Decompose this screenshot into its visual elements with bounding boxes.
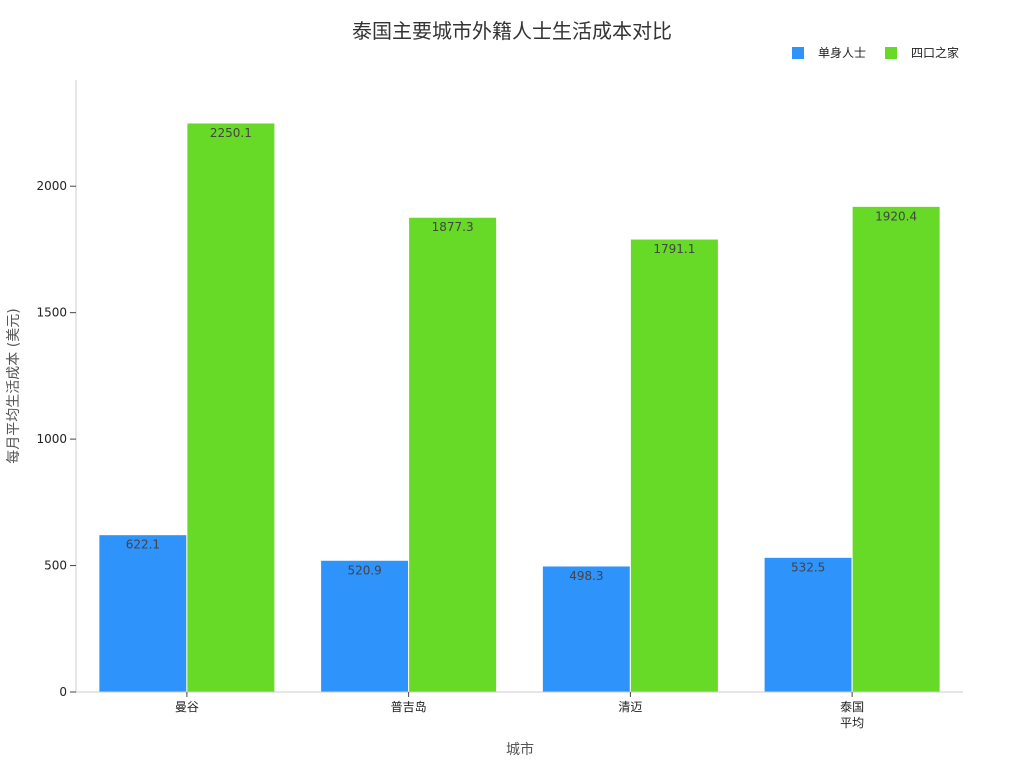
bar-value-label: 622.1: [126, 538, 160, 552]
legend-label-single: 单身人士: [818, 45, 866, 60]
y-tick-label: 500: [44, 559, 67, 573]
y-tick-label: 1500: [36, 306, 67, 320]
x-tick-label: 普吉岛: [391, 699, 427, 714]
bar-value-label: 2250.1: [210, 126, 252, 140]
y-axis: 0 500 1000 1500 2000: [36, 179, 76, 699]
bar-value-label: 498.3: [569, 569, 603, 583]
bar-family: [629, 238, 719, 693]
bar-value-label: 1877.3: [432, 220, 474, 234]
x-tick-label: 曼谷: [175, 700, 199, 714]
plot-area: 622.1 2250.1 520.9 1877.3 498.3 1791.1 532.5 19…: [98, 122, 941, 693]
bar-value-label: 1791.1: [653, 242, 695, 256]
legend: 单身人士 四口之家: [792, 45, 959, 60]
y-axis-title: 每月平均生活成本 (美元): [6, 308, 22, 463]
bar-single: [98, 534, 188, 693]
x-axis: 曼谷 普吉岛 清迈 泰国平均: [175, 692, 864, 730]
bar-value-label: 532.5: [791, 560, 825, 574]
y-tick-label: 0: [59, 685, 67, 699]
bar-family: [408, 216, 498, 693]
x-tick-label: 清迈: [618, 700, 642, 714]
bar-family: [851, 205, 941, 693]
y-tick-label: 2000: [36, 179, 67, 193]
x-tick-label: 泰国平均: [840, 700, 864, 730]
bar-family: [186, 122, 276, 693]
bar-value-label: 520.9: [347, 563, 381, 577]
bar-single: [763, 556, 853, 693]
y-tick-label: 1000: [36, 432, 67, 446]
bar-value-label: 1920.4: [875, 209, 917, 223]
legend-swatch-single: [792, 47, 804, 59]
legend-swatch-family: [885, 47, 897, 59]
bar-single: [541, 565, 631, 693]
chart-title: 泰国主要城市外籍人士生活成本对比: [352, 19, 672, 43]
legend-label-family: 四口之家: [911, 45, 959, 60]
x-axis-title: 城市: [506, 741, 534, 758]
bar-single: [320, 559, 410, 693]
